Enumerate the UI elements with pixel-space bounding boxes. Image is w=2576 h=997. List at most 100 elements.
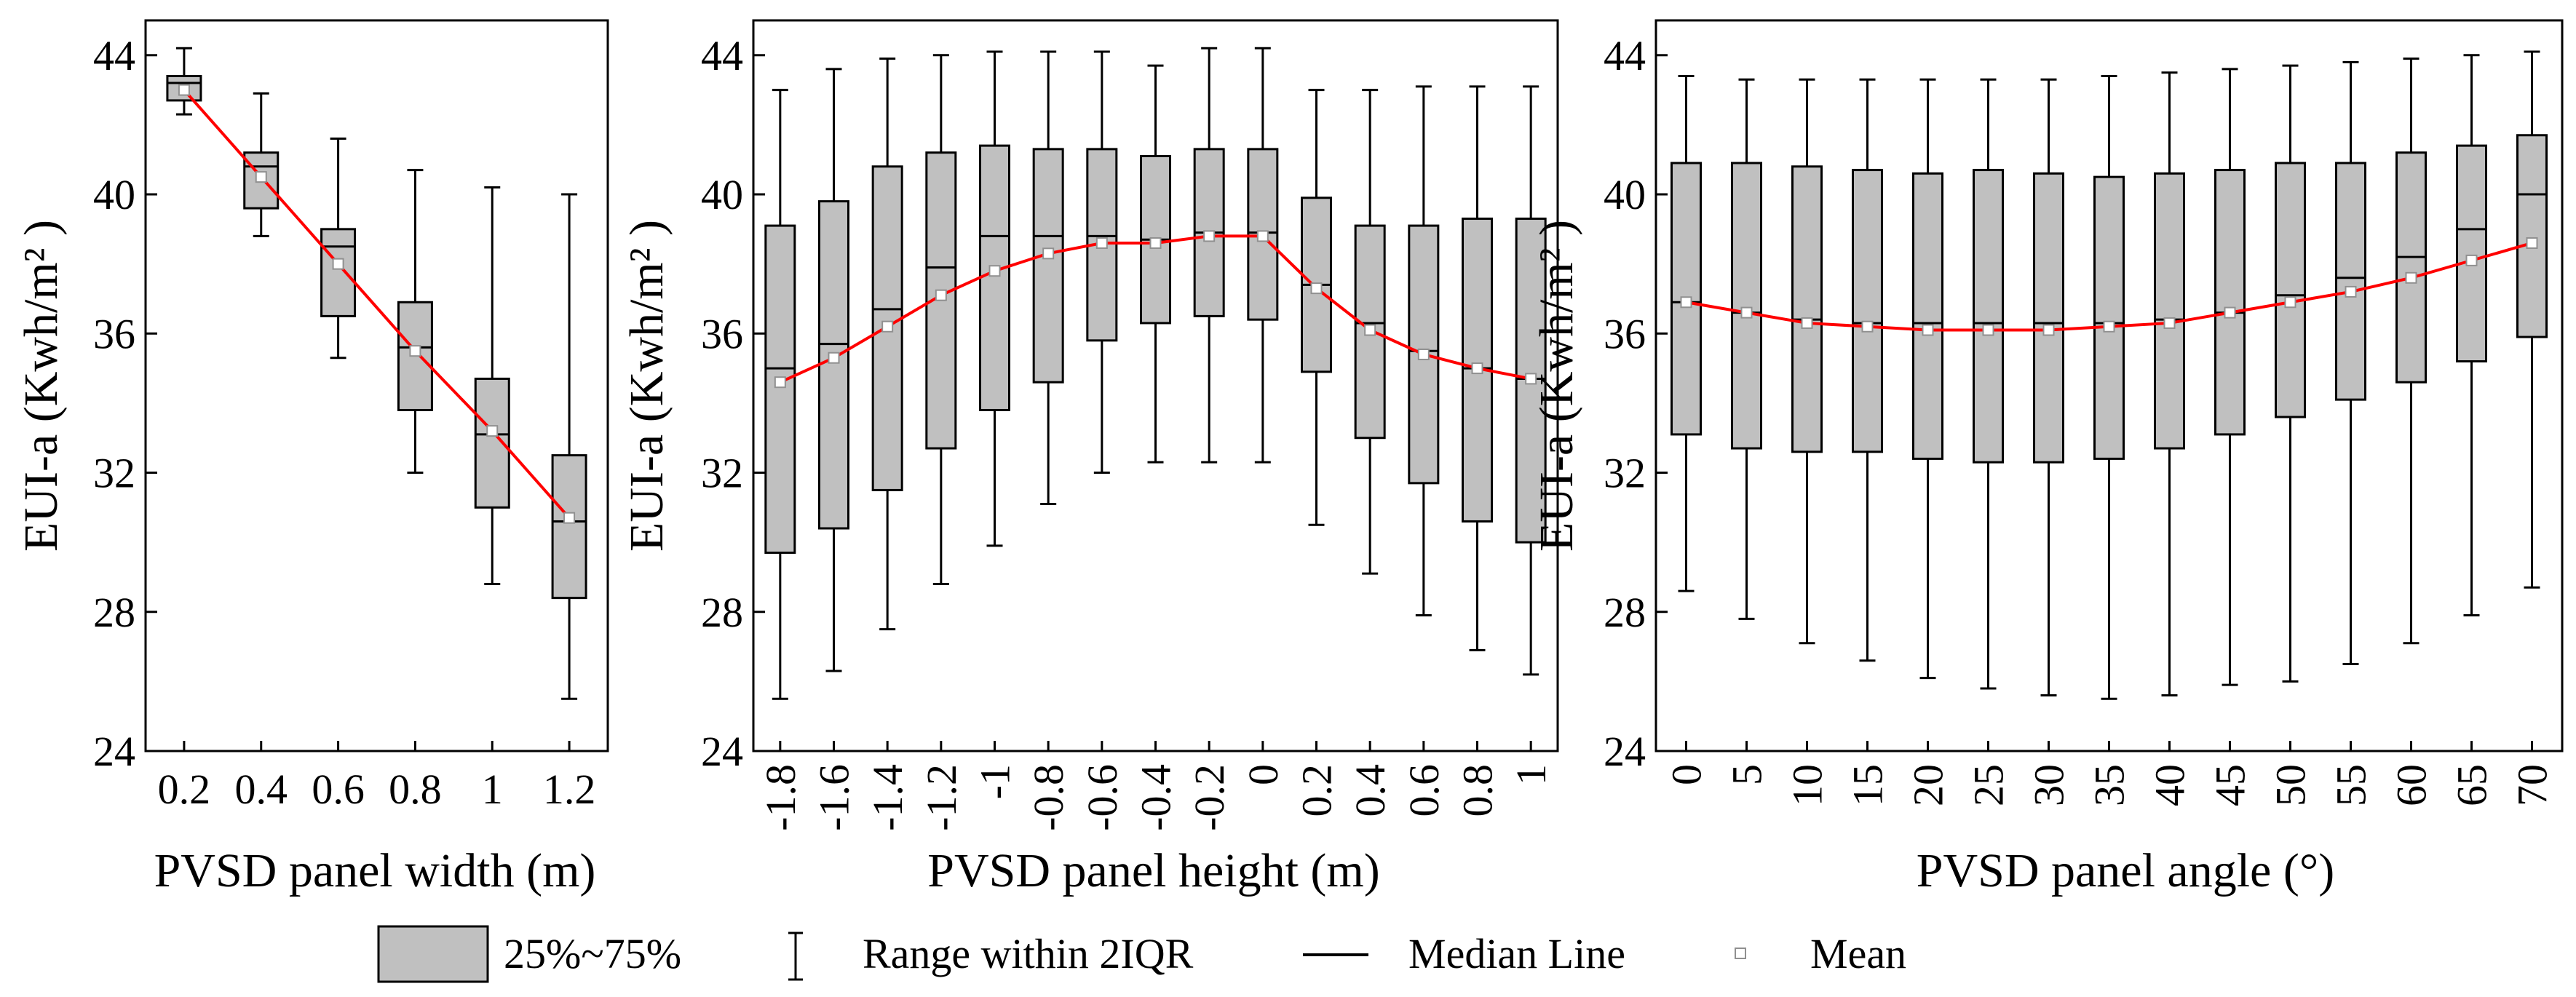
boxplot--1.4 <box>871 57 903 631</box>
x-tick-label: -1.8 <box>757 764 804 831</box>
mean-marker <box>2163 317 2176 329</box>
mean-marker <box>563 512 576 524</box>
x-tick-label: 35 <box>2086 764 2133 806</box>
mean-marker <box>1740 306 1753 319</box>
x-tick-label: 0.8 <box>389 766 442 813</box>
mean-marker <box>1922 324 1934 336</box>
boxplot-20 <box>1912 78 1943 680</box>
legend-box-label: 25%~75% <box>504 930 681 977</box>
mean-marker <box>1095 237 1108 249</box>
boxplot-40 <box>2154 71 2185 697</box>
mean-marker <box>332 258 344 270</box>
x-tick-label: 15 <box>1844 764 1892 806</box>
y-tick-label: 24 <box>93 728 135 775</box>
x-tick-label: 55 <box>2328 764 2375 806</box>
y-tick-label: 24 <box>701 728 743 775</box>
mean-marker <box>1680 296 1692 309</box>
mean-marker <box>2103 320 2115 333</box>
iqr-box <box>764 224 796 554</box>
x-tick-label: -0.6 <box>1079 764 1126 831</box>
mean-marker <box>2405 271 2417 284</box>
y-tick-label: 28 <box>1604 589 1646 636</box>
iqr-box <box>979 144 1010 411</box>
mean-marker <box>988 265 1001 277</box>
x-tick-label: -1.2 <box>918 764 965 831</box>
mean-marker <box>828 351 840 364</box>
chart-panel-angle: 24 28 32 36 40 44 0 5 10 15 20 25 30 35 40 45 50 55 60 65 7… <box>1530 19 2564 897</box>
legend-mean-label: Mean <box>1810 930 1906 977</box>
mean-marker <box>409 345 421 357</box>
iqr-box <box>2275 162 2306 418</box>
iqr-box <box>1671 162 1702 436</box>
chart-panel-width: 24 28 32 36 40 44 0.2 0.4 0.6 0.8 1 1.2 EUI-a (Kwh… <box>15 19 609 897</box>
boxplot-70 <box>2516 50 2548 589</box>
legend-box-swatch <box>377 925 489 983</box>
mean-marker <box>935 289 947 301</box>
x-tick-label: 5 <box>1724 764 1771 785</box>
boxplot--1.6 <box>818 68 849 672</box>
boxplot-0.6 <box>1408 85 1440 617</box>
x-tick-label: 40 <box>2147 764 2194 806</box>
x-axis-label: PVSD panel angle (°) <box>1917 844 2334 897</box>
boxplot-series <box>764 47 1547 700</box>
boxplot--0.4 <box>1140 64 1171 464</box>
boxplot-55 <box>2335 60 2366 665</box>
mean-marker <box>255 171 267 183</box>
mean-series <box>178 84 576 524</box>
y-tick-label: 44 <box>701 32 743 79</box>
mean-marker <box>1861 320 1874 333</box>
boxplot-0.8 <box>397 169 433 474</box>
x-tick-label: -0.8 <box>1025 764 1072 831</box>
mean-series <box>1680 237 2538 336</box>
mean-marker <box>2224 306 2236 319</box>
x-axis-ticks: 0 5 10 15 20 25 30 35 40 45 50 55 60 65 70 <box>1663 741 2556 806</box>
y-tick-label: 36 <box>93 310 135 357</box>
mean-marker <box>774 376 786 389</box>
mean-marker <box>178 84 190 96</box>
boxplot--1.2 <box>925 54 957 586</box>
x-tick-label: 1.2 <box>543 766 596 813</box>
mean-marker <box>2465 254 2478 266</box>
boxplot-5 <box>1731 78 1762 620</box>
legend: 25%~75% Range within 2IQR Median Line Me… <box>377 925 1906 983</box>
x-axis-label: PVSD panel width (m) <box>154 844 596 897</box>
boxplot-65 <box>2456 54 2487 617</box>
x-axis-ticks: -1.8 -1.6 -1.4 -1.2 -1 -0.8 -0.6 -0.4 -0.2 0 0.2 0.… <box>757 741 1555 831</box>
iqr-box <box>1247 148 1279 321</box>
y-tick-label: 32 <box>93 450 135 497</box>
x-tick-label: 1 <box>1507 764 1555 785</box>
y-axis-ticks: 24 28 32 36 40 44 <box>93 32 157 775</box>
iqr-box <box>2335 162 2366 401</box>
mean-marker <box>1256 230 1269 242</box>
x-tick-label: 0.4 <box>235 766 288 813</box>
boxplot-series <box>1671 50 2548 700</box>
x-tick-label: -0.2 <box>1186 764 1233 831</box>
mean-marker <box>1149 237 1162 249</box>
iqr-box <box>2214 169 2246 436</box>
boxplot-0.2 <box>1301 89 1332 526</box>
y-tick-label: 44 <box>93 32 135 79</box>
boxplot-25 <box>1973 78 2004 690</box>
x-tick-label: 60 <box>2388 764 2436 806</box>
mean-line <box>183 89 571 520</box>
y-tick-label: 32 <box>1604 450 1646 497</box>
legend-range-label: Range within 2IQR <box>863 930 1194 977</box>
iqr-box <box>1973 169 2004 464</box>
mean-marker <box>881 320 894 333</box>
x-tick-label: 0 <box>1663 764 1711 785</box>
mean-marker <box>1801 317 1813 329</box>
x-tick-label: 65 <box>2449 764 2496 806</box>
x-tick-label: 0.2 <box>1293 764 1341 817</box>
x-tick-label: -1 <box>972 764 1019 799</box>
boxplot--0.6 <box>1086 50 1118 474</box>
x-tick-label: 70 <box>2509 764 2556 806</box>
boxplot-35 <box>2093 74 2125 700</box>
y-tick-label: 36 <box>1604 310 1646 357</box>
mean-marker <box>1525 373 1537 385</box>
y-tick-label: 28 <box>93 589 135 636</box>
boxplot-1 <box>1515 85 1547 676</box>
x-tick-label: 0.6 <box>312 766 365 813</box>
legend-range-icon <box>788 932 803 981</box>
y-axis-label: EUI-a (Kwh/m² ) <box>1530 220 1583 552</box>
